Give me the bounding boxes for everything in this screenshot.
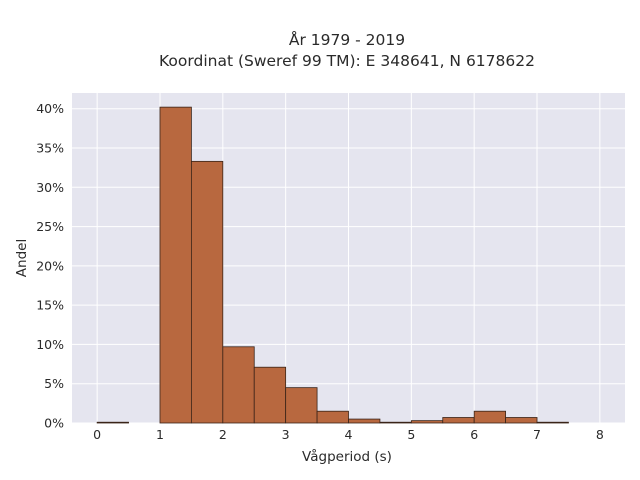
histogram-bar-12 (473, 410, 507, 424)
histogram-bar-9 (379, 421, 412, 424)
histogram-bar-8 (348, 418, 381, 424)
y-tick-label: 25% (36, 219, 64, 234)
y-tick-label: 20% (36, 258, 64, 273)
y-tick-label: 15% (36, 298, 64, 313)
x-tick-label: 3 (282, 427, 290, 442)
x-tick-labels: 0 1 2 3 4 5 6 7 8 (93, 427, 604, 442)
histogram-bar-10 (410, 420, 444, 424)
histogram-bar-0 (96, 421, 129, 424)
x-tick-label: 2 (219, 427, 227, 442)
histogram-bar-6 (285, 387, 318, 424)
x-tick-label: 1 (156, 427, 164, 442)
histogram-bar-11 (442, 417, 475, 424)
y-tick-label: 10% (36, 337, 64, 352)
y-tick-label: 35% (36, 141, 64, 156)
histogram-bar-13 (505, 417, 538, 424)
chart-subtitle: Koordinat (Sweref 99 TM): E 348641, N 61… (159, 52, 535, 70)
x-axis-label: Vågperiod (s) (302, 448, 392, 465)
y-tick-label: 30% (36, 180, 64, 195)
histogram-bar-14 (536, 421, 569, 424)
histogram-bar-5 (253, 366, 287, 424)
x-tick-label: 0 (93, 427, 101, 442)
x-tick-label: 5 (407, 427, 415, 442)
histogram-bar-2 (159, 106, 192, 424)
y-tick-label: 40% (36, 101, 64, 116)
x-tick-label: 7 (533, 427, 541, 442)
y-axis-label: Andel (14, 239, 30, 277)
x-tick-label: 6 (470, 427, 478, 442)
y-tick-labels: 0% 5% 10% 15% 20% 25% 30% 35% 40% (36, 101, 64, 430)
histogram-bar-4 (222, 346, 255, 424)
x-tick-label: 8 (596, 427, 604, 442)
bars (96, 106, 569, 424)
y-tick-label: 5% (44, 376, 64, 391)
chart-title: År 1979 - 2019 (289, 30, 405, 49)
x-tick-label: 4 (345, 427, 353, 442)
histogram-bar-3 (190, 160, 224, 424)
y-tick-label: 0% (44, 416, 64, 431)
histogram-bar-7 (316, 410, 349, 424)
